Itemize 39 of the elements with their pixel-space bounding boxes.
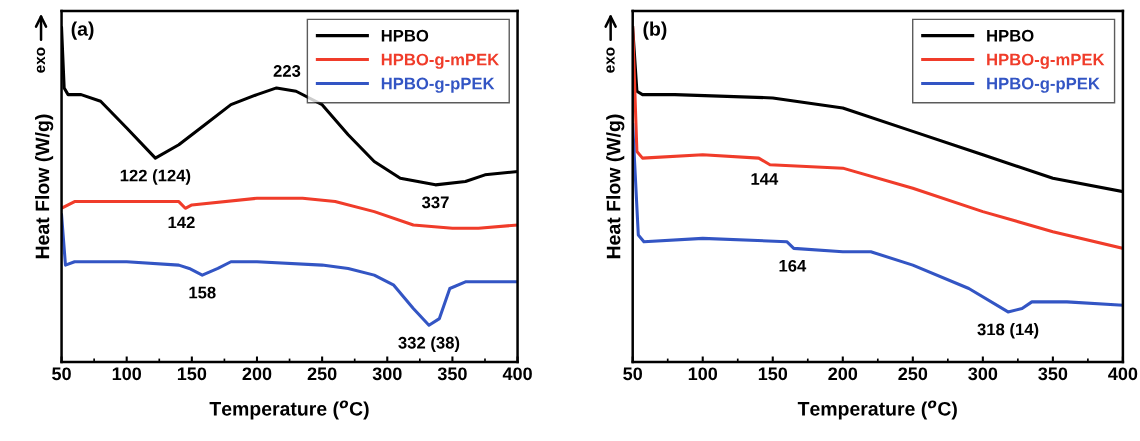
- legend-label: HPBO: [381, 29, 429, 42]
- x-tick-label: 100: [688, 367, 718, 381]
- chart-title: (b): [643, 21, 667, 40]
- x-tick-label: 150: [758, 367, 788, 381]
- x-tick-label: 300: [968, 367, 998, 381]
- x-axis-title: Temperature ($^{o}$C): [797, 400, 957, 420]
- legend-label: HPBO-g-pPEK: [381, 77, 495, 93]
- annotation: 158: [189, 286, 216, 299]
- annotation: 164: [779, 259, 807, 272]
- annotation: 144: [751, 173, 779, 185]
- legend-label: HPBO: [987, 29, 1034, 42]
- x-tick-label: 350: [437, 367, 467, 381]
- x-tick-label: 250: [898, 367, 928, 381]
- chart-title: (a): [71, 21, 94, 40]
- legend-label: HPBO-g-mPEK: [381, 53, 500, 69]
- annotation: 332 (38): [398, 336, 460, 352]
- x-tick-label: 400: [502, 367, 532, 381]
- x-tick-label: 50: [623, 367, 642, 381]
- y-axis-title: Heat Flow (W/g): [606, 114, 625, 259]
- x-axis-title: Temperature ($^{o}$C): [209, 400, 369, 420]
- x-tick-label: 250: [307, 367, 337, 381]
- x-tick-label: 300: [372, 367, 402, 381]
- x-tick-label: 400: [1108, 367, 1138, 381]
- legend-label: HPBO-g-mPEK: [987, 53, 1105, 69]
- text: exo: [36, 47, 46, 73]
- text: exo: [606, 47, 615, 73]
- y-axis-title: Heat Flow (W/g): [35, 114, 54, 259]
- x-tick-label: 200: [828, 367, 858, 381]
- annotation: 318 (14): [977, 323, 1039, 339]
- annotation: 122 (124): [120, 169, 191, 185]
- annotation: 337: [421, 196, 449, 209]
- x-tick-label: 350: [1038, 367, 1068, 381]
- x-tick-label: 150: [177, 367, 207, 381]
- annotation: 223: [273, 65, 301, 77]
- legend-label: HPBO-g-pPEK: [987, 77, 1100, 93]
- x-tick-label: 50: [52, 367, 71, 381]
- x-tick-label: 200: [242, 367, 272, 381]
- x-tick-label: 100: [112, 367, 142, 381]
- annotation: 142: [168, 216, 195, 229]
